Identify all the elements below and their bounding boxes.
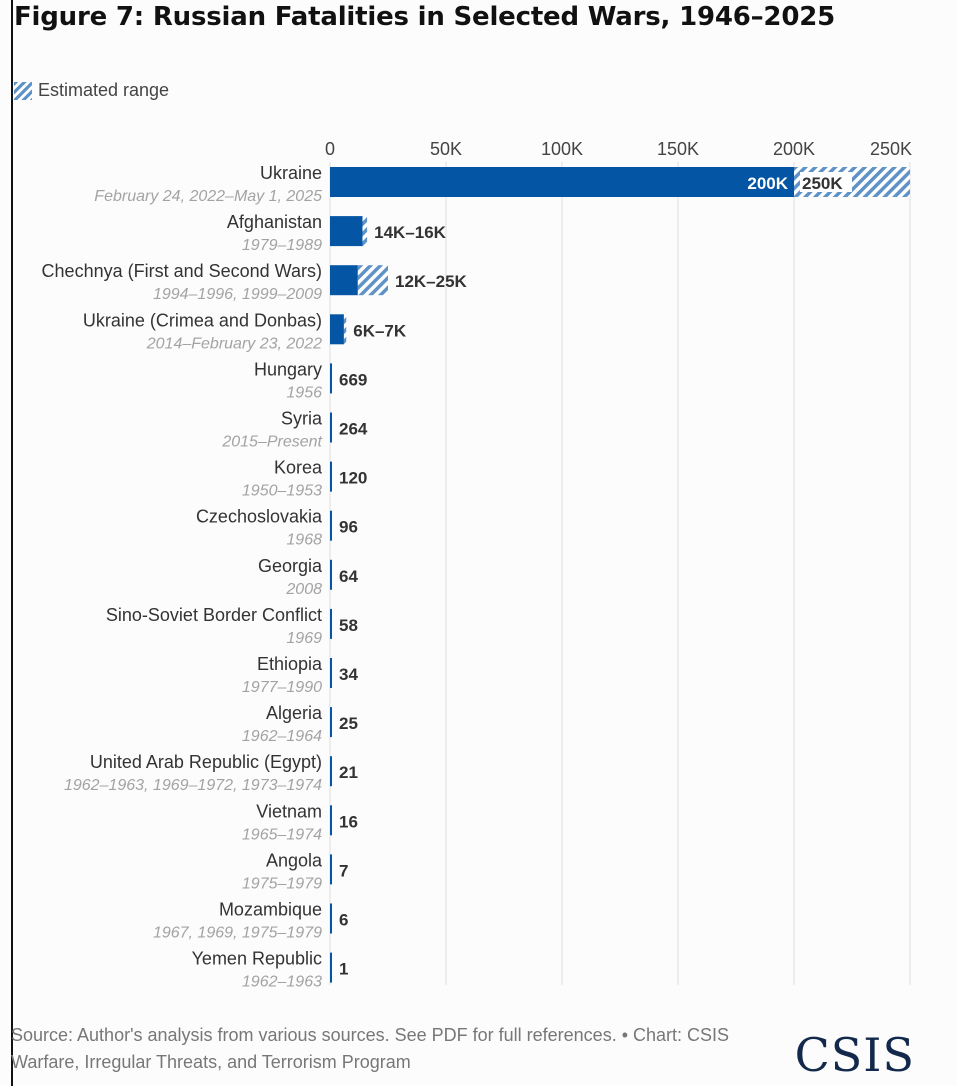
category-label: Vietnam — [256, 801, 322, 821]
range-bar — [343, 314, 347, 345]
x-tick-label: 50K — [430, 139, 462, 159]
bar — [330, 756, 332, 787]
data-label: 669 — [339, 370, 367, 389]
bar — [330, 707, 332, 738]
bar — [330, 854, 332, 885]
data-label: 120 — [339, 469, 367, 488]
data-label: 1 — [339, 960, 348, 979]
period-label: 2014–February 23, 2022 — [146, 335, 322, 352]
data-label-backdrop — [800, 172, 852, 192]
source-line-1: Source: Author's analysis from various s… — [11, 1025, 730, 1045]
csis-logo: CSIS — [794, 1028, 915, 1082]
period-label: 1977–1990 — [242, 679, 322, 696]
period-label: 1975–1979 — [242, 875, 322, 892]
category-label: Yemen Republic — [192, 949, 322, 969]
category-label: Korea — [274, 458, 323, 478]
left-border-rule — [11, 0, 13, 1086]
bar — [330, 510, 332, 541]
data-label: 264 — [339, 420, 368, 439]
category-label: Czechoslovakia — [196, 507, 323, 527]
bar — [330, 658, 332, 688]
period-label: February 24, 2022–May 1, 2025 — [94, 188, 322, 205]
category-label: Mozambique — [219, 900, 322, 920]
category-label: Ethiopia — [257, 654, 323, 674]
data-label: 34 — [339, 665, 358, 684]
bar-chart: 0 50K 100K 150K 200K 250K Ukraine February 24, … — [42, 139, 912, 991]
data-label: 96 — [339, 518, 358, 537]
bar — [330, 167, 794, 197]
x-tick-label: 0 — [325, 139, 335, 159]
legend-label: Estimated range — [38, 80, 170, 100]
hatch-swatch-icon — [14, 81, 32, 100]
data-label: 6K–7K — [353, 321, 407, 340]
data-label: 21 — [339, 763, 358, 782]
x-tick-label: 250K — [870, 139, 912, 159]
period-label: 1968 — [286, 532, 322, 549]
period-label: 1962–1963 — [242, 974, 322, 991]
category-label: Ukraine (Crimea and Donbas) — [83, 310, 322, 330]
category-label: Chechnya (First and Second Wars) — [42, 261, 322, 281]
period-label: 1965–1974 — [242, 826, 322, 843]
data-label: 12K–25K — [395, 272, 468, 291]
period-label: 1956 — [286, 384, 322, 401]
bar — [330, 412, 332, 443]
period-label: 1967, 1969, 1975–1979 — [153, 925, 322, 942]
period-label: 1962–1963, 1969–1972, 1973–1974 — [64, 777, 322, 794]
bar — [330, 903, 332, 934]
category-label: Afghanistan — [227, 212, 322, 232]
range-bar — [362, 216, 368, 247]
bar — [330, 216, 363, 247]
data-label: 58 — [339, 616, 358, 635]
category-label: Algeria — [266, 703, 323, 723]
category-label: Ukraine — [260, 163, 322, 183]
period-label: 1962–1964 — [242, 728, 322, 745]
data-label: 14K–16K — [374, 223, 447, 242]
period-label: 1979–1989 — [242, 237, 322, 254]
bar — [330, 314, 344, 345]
period-label: 1950–1953 — [242, 483, 322, 500]
bar — [330, 608, 332, 639]
data-label: 25 — [339, 714, 358, 733]
category-label: Sino-Soviet Border Conflict — [106, 605, 322, 625]
category-label: United Arab Republic (Egypt) — [90, 752, 322, 772]
chart-title: Figure 7: Russian Fatalities in Selected… — [14, 2, 835, 32]
bar — [330, 265, 358, 296]
legend: Estimated range — [14, 80, 169, 101]
range-bar — [357, 265, 388, 296]
data-label: 16 — [339, 812, 358, 831]
period-label: 2015–Present — [221, 434, 322, 451]
category-label: Georgia — [258, 556, 323, 576]
x-tick-label: 200K — [773, 139, 815, 159]
data-label: 7 — [339, 861, 348, 880]
data-label: 64 — [339, 567, 358, 586]
data-label: 200K — [747, 174, 788, 193]
source-line-2: Warfare, Irregular Threats, and Terroris… — [11, 1052, 411, 1072]
category-label: Syria — [281, 409, 323, 429]
x-tick-label: 150K — [657, 139, 699, 159]
period-label: 1969 — [286, 630, 322, 647]
bar — [330, 805, 332, 836]
x-tick-label: 100K — [541, 139, 583, 159]
bar — [330, 363, 332, 394]
data-label: 6 — [339, 911, 348, 930]
bar — [330, 461, 332, 492]
range-high-label: 250K — [802, 174, 843, 193]
period-label: 1994–1996, 1999–2009 — [153, 286, 322, 303]
category-label: Angola — [266, 850, 323, 870]
bar — [330, 952, 332, 983]
category-label: Hungary — [254, 359, 322, 379]
source-note: Source: Author's analysis from various s… — [11, 1022, 801, 1076]
period-label: 2008 — [285, 581, 322, 598]
bar — [330, 559, 332, 590]
